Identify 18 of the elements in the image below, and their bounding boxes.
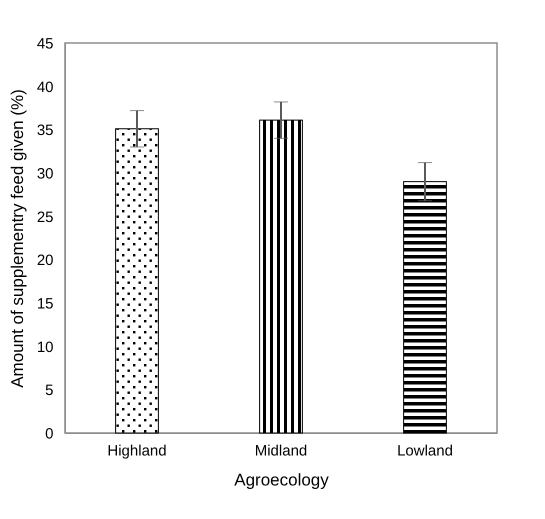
x-axis-title: Agroecology [234, 470, 330, 490]
y-tick-label: 35 [36, 122, 54, 140]
y-tick-label: 45 [36, 36, 54, 52]
y-tick-label: 5 [45, 382, 54, 400]
y-tick-label: 15 [36, 296, 54, 312]
y-tick-label: 0 [45, 426, 54, 442]
x-tick-label: Midland [254, 442, 308, 460]
y-tick-label: 40 [36, 78, 54, 96]
bar [115, 128, 159, 434]
x-tick-label: Lowland [397, 442, 453, 460]
y-tick-label: 10 [36, 338, 54, 356]
y-tick-label: 20 [36, 252, 54, 270]
x-tick-label: Highland [107, 442, 167, 460]
y-axis-title: Amount of supplementry feed given (%) [8, 89, 27, 388]
y-tick-label: 25 [36, 208, 54, 226]
y-tick-label: 30 [36, 166, 54, 182]
bar [403, 181, 447, 434]
bar [259, 120, 303, 434]
